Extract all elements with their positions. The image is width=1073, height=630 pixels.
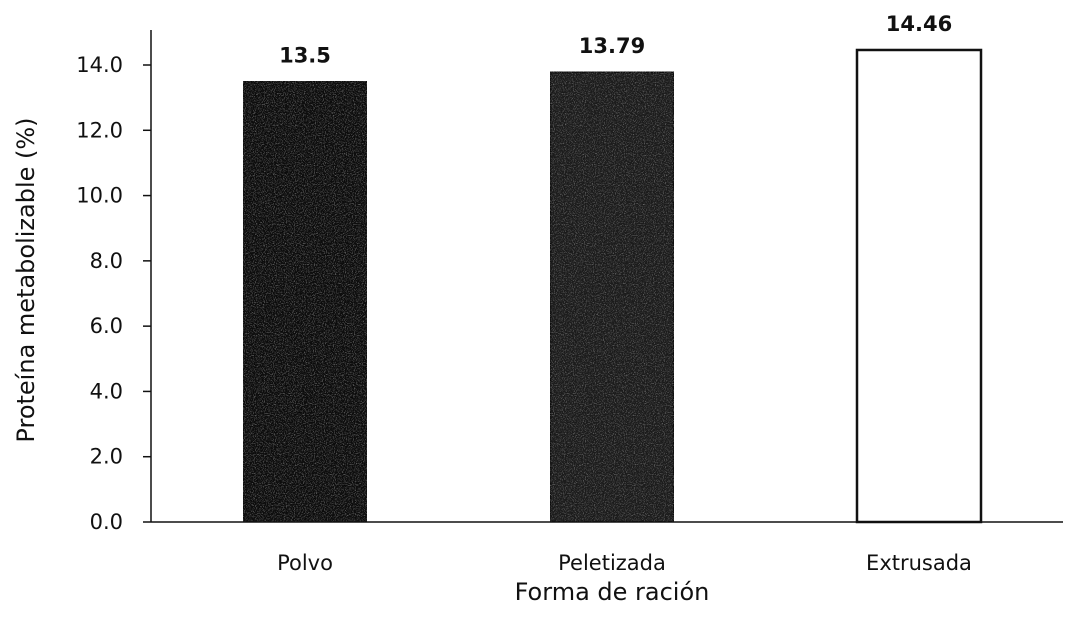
y-tick-label: 4.0 — [90, 379, 123, 403]
y-axis-ticks: 0.0 2.0 4.0 6.0 8.0 10.0 12.0 14.0 — [76, 53, 151, 534]
y-tick-label: 0.0 — [90, 510, 123, 534]
bar-peletizada — [548, 70, 676, 524]
x-axis-category-labels: Polvo Peletizada Extrusada — [277, 551, 972, 575]
data-label-polvo: 13.5 — [279, 43, 331, 67]
data-labels: 13.5 13.79 14.46 — [279, 12, 952, 67]
y-tick-label: 8.0 — [90, 249, 123, 273]
bars — [241, 48, 983, 524]
x-category-label: Polvo — [277, 551, 333, 575]
data-label-extrusada: 14.46 — [886, 12, 952, 36]
x-axis-title: Forma de ración — [515, 578, 710, 606]
data-label-peletizada: 13.79 — [579, 34, 645, 58]
y-axis-title: Proteína metabolizable (%) — [12, 117, 40, 442]
y-tick-label: 14.0 — [76, 53, 123, 77]
x-category-label: Peletizada — [558, 551, 666, 575]
bar-extrusada — [855, 48, 983, 524]
y-tick-label: 6.0 — [90, 314, 123, 338]
y-tick-label: 2.0 — [90, 445, 123, 469]
y-tick-label: 12.0 — [76, 118, 123, 142]
x-category-label: Extrusada — [866, 551, 972, 575]
bar-polvo — [241, 80, 369, 524]
y-tick-label: 10.0 — [76, 184, 123, 208]
